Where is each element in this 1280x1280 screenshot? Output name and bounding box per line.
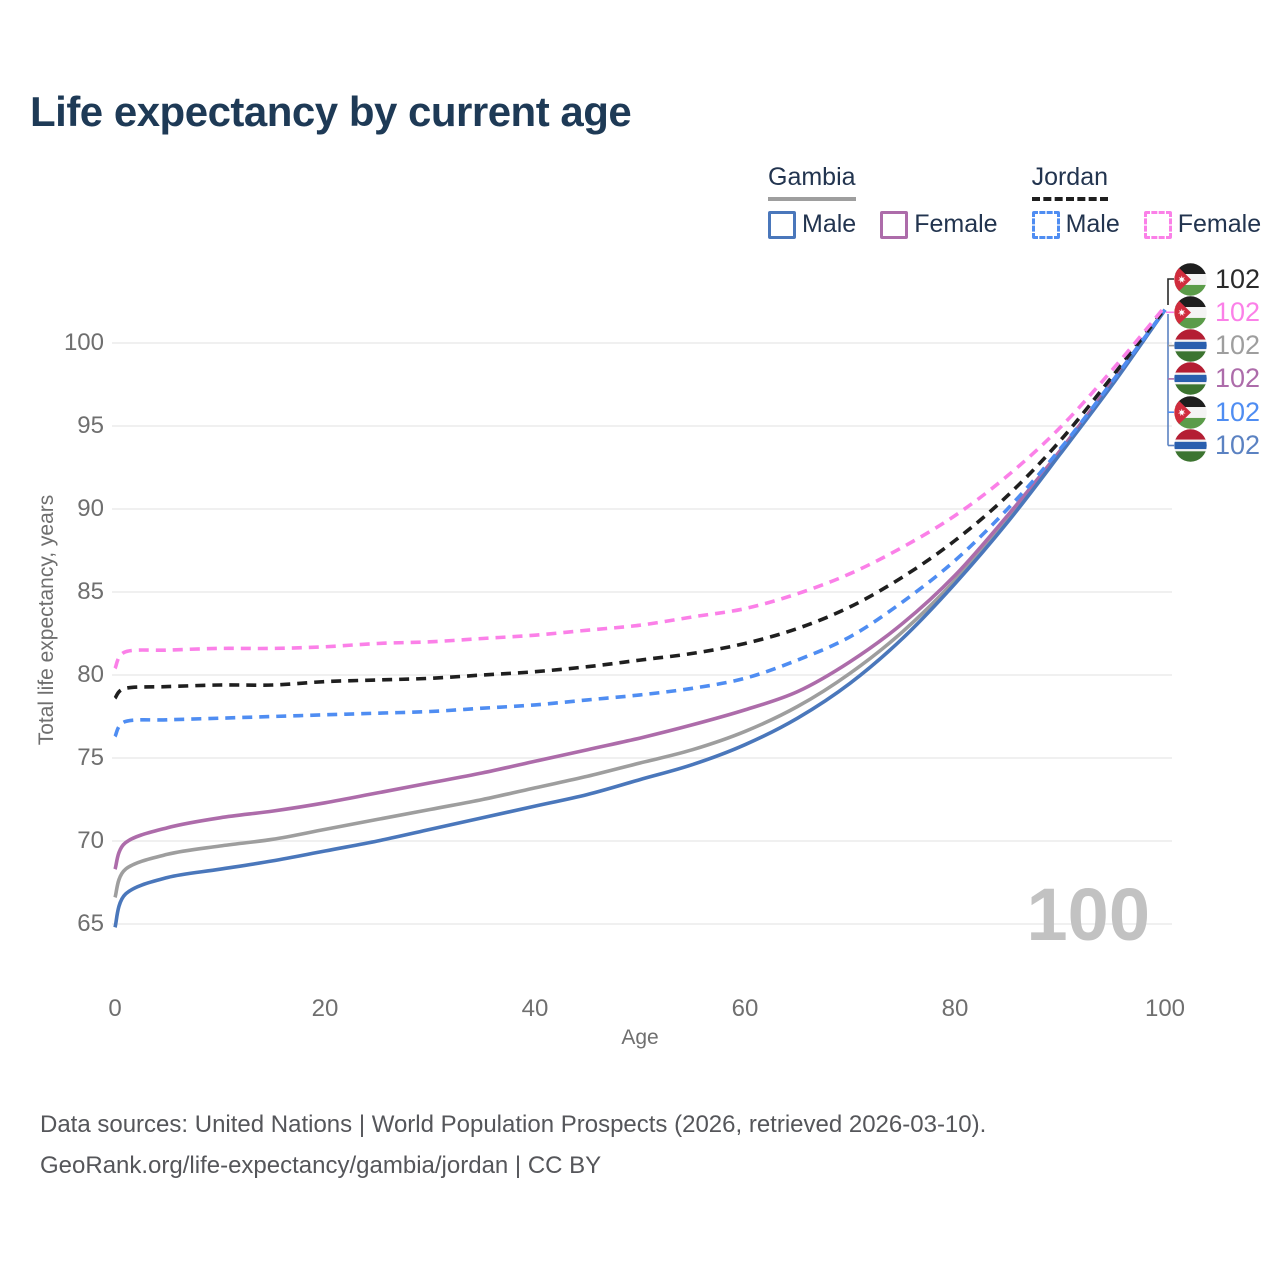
y-tick-85: 85	[77, 578, 104, 605]
x-tick-0: 0	[108, 995, 122, 1022]
age-watermark: 100	[1026, 873, 1150, 956]
end-value: 102	[1215, 330, 1261, 361]
end-label-gambia-all: 102	[1174, 329, 1260, 362]
y-tick-90: 90	[77, 495, 104, 522]
x-tick-100: 100	[1144, 995, 1186, 1022]
gambia-flag-icon	[1174, 362, 1207, 396]
x-tick-80: 80	[941, 995, 969, 1022]
legend-items-jordan: Male Female	[1031, 210, 1262, 239]
jordan-flag-icon	[1174, 296, 1207, 329]
y-tick-65: 65	[77, 910, 104, 937]
legend-country-gambia[interactable]: Gambia	[768, 163, 856, 201]
footer: Data sources: United Nations | World Pop…	[40, 1104, 986, 1186]
x-tick-60: 60	[731, 995, 759, 1022]
x-tick-40: 40	[521, 995, 549, 1022]
end-value: 102	[1215, 296, 1261, 327]
legend-label-jordan-female: Female	[1177, 210, 1262, 238]
footer-link-line[interactable]: GeoRank.org/life-expectancy/gambia/jorda…	[40, 1152, 602, 1179]
x-axis-title: Age	[621, 1026, 659, 1049]
legend-items-gambia: Male Female	[768, 210, 998, 239]
legend-label-jordan-male: Male	[1065, 210, 1120, 238]
legend-item-jordan-female[interactable]: Female	[1143, 210, 1262, 239]
legend-item-jordan-male[interactable]: Male	[1031, 210, 1120, 239]
legend-label-gambia-female: Female	[914, 210, 998, 238]
line-jordan-all	[113, 307, 1167, 700]
line-jordan-female	[113, 305, 1167, 670]
legend-group-jordan: Jordan Male Female	[1031, 163, 1262, 239]
end-value: 102	[1215, 396, 1261, 427]
jordan-female-swatch-icon	[1143, 210, 1172, 239]
jordan-male-swatch-icon	[1031, 210, 1060, 239]
end-value: 102	[1215, 363, 1261, 394]
y-tick-95: 95	[77, 412, 104, 439]
y-axis-title: Total life expectancy, years	[35, 494, 58, 746]
x-tick-20: 20	[311, 995, 339, 1022]
gambia-flag-icon	[1174, 429, 1207, 462]
legend-item-gambia-male[interactable]: Male	[768, 210, 856, 239]
y-tick-70: 70	[77, 827, 104, 854]
end-value: 102	[1215, 430, 1261, 460]
gambia-flag-icon	[1174, 329, 1207, 362]
footer-sources-line: Data sources: United Nations | World Pop…	[40, 1111, 987, 1138]
line-gambia-male	[113, 308, 1167, 928]
end-value: 102	[1215, 263, 1261, 294]
jordan-flag-icon	[1174, 395, 1207, 429]
jordan-flag-icon	[1174, 262, 1207, 296]
legend-group-gambia: Gambia Male Female	[768, 163, 998, 239]
legend: Gambia Male Female Jordan Male	[768, 163, 1261, 239]
y-tick-80: 80	[77, 661, 104, 688]
end-label-gambia-female: 102	[1174, 362, 1261, 396]
gambia-male-swatch-icon	[768, 210, 796, 239]
end-label-gambia-male: 102	[1174, 429, 1260, 462]
line-gambia-all	[113, 308, 1167, 899]
legend-country-jordan[interactable]: Jordan	[1031, 163, 1109, 201]
connector-jordan-all	[1167, 278, 1174, 305]
legend-item-gambia-female[interactable]: Female	[880, 210, 998, 239]
legend-label-gambia-male: Male	[802, 210, 857, 238]
line-jordan-male	[113, 308, 1167, 738]
line-gambia-female	[113, 308, 1167, 870]
page-title: Life expectancy by current age	[30, 88, 632, 135]
y-tick-100: 100	[63, 329, 104, 356]
end-label-jordan-all: 102	[1174, 262, 1261, 296]
y-tick-75: 75	[77, 744, 104, 771]
gambia-female-swatch-icon	[880, 210, 909, 239]
end-label-jordan-female: 102	[1174, 296, 1260, 329]
end-label-jordan-male: 102	[1174, 395, 1261, 429]
